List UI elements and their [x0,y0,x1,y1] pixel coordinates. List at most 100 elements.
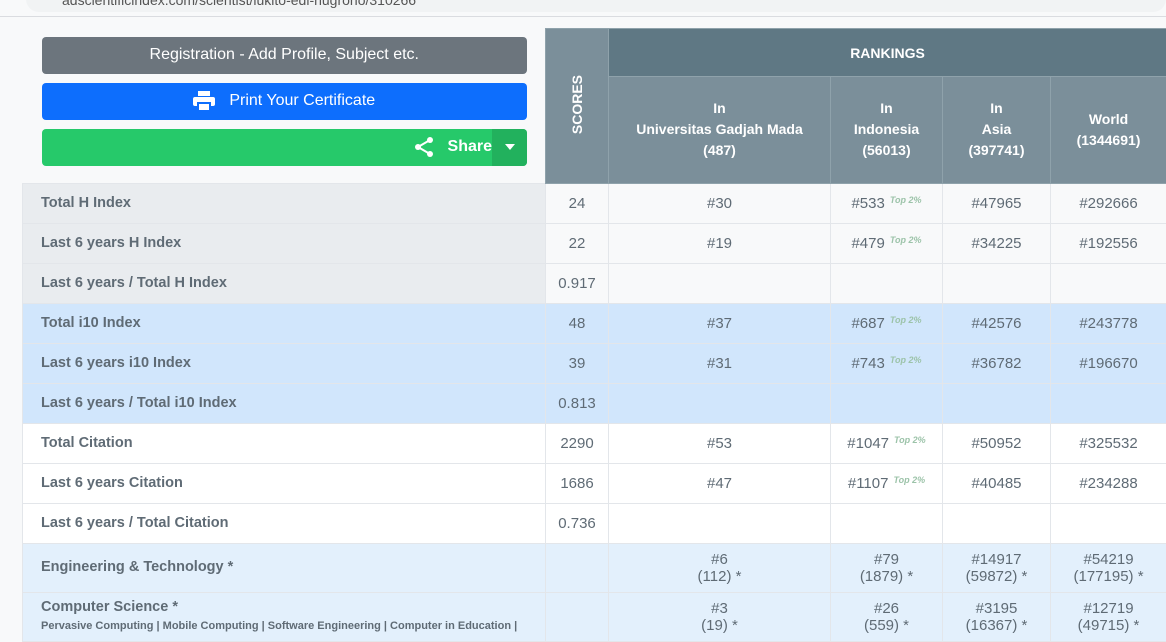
rank-cell: #192556 [1051,223,1166,263]
top-badge: Top 2% [890,315,922,325]
score: 0.736 [546,503,609,543]
rank-cell [1051,263,1166,303]
score: 48 [546,303,609,343]
rank-cell: #47 [609,463,831,503]
metric-label: Last 6 years / Total i10 Index [23,383,546,423]
caret-down-icon [505,144,515,150]
rankings-table: Registration - Add Profile, Subject etc.… [22,28,1166,642]
score: 0.813 [546,383,609,423]
rank-cell: #243778 [1051,303,1166,343]
share-button[interactable]: Share [42,129,528,166]
rank-cell [609,263,831,303]
metric-label: Total i10 Index [23,303,546,343]
rank-cell [831,263,943,303]
top-badge: Top 2% [890,355,922,365]
rank-cell [609,383,831,423]
rankings-header: RANKINGS [609,29,1166,77]
subject-label: Computer Science *Pervasive Computing | … [23,592,546,641]
score: 24 [546,183,609,223]
rank-cell [943,263,1051,303]
top-badge: Top 2% [893,475,925,485]
score: 39 [546,343,609,383]
print-label: Print Your Certificate [229,92,375,110]
top-badge: Top 2% [890,235,922,245]
rank-cell: #36782 [943,343,1051,383]
rank-cell [1051,503,1166,543]
rank-cell: #34225 [943,223,1051,263]
top-badge: Top 2% [890,195,922,205]
subject-keywords: Pervasive Computing | Mobile Computing |… [41,618,545,635]
rank-cell: #14917(59872) * [943,543,1051,592]
rank-cell: #196670 [1051,343,1166,383]
metric-label: Total H Index [23,183,546,223]
rank-cell [609,503,831,543]
printer-icon [193,91,215,111]
rank-cell: #325532 [1051,423,1166,463]
rank-cell: #31 [609,343,831,383]
share-label: Share [448,138,492,156]
rank-cell: #292666 [1051,183,1166,223]
subject-row: Computer Science *Pervasive Computing | … [23,592,1166,641]
print-certificate-button[interactable]: Print Your Certificate [42,83,528,120]
rank-cell: #40485 [943,463,1051,503]
metric-label: Last 6 years Citation [23,463,546,503]
score: 0.917 [546,263,609,303]
rank-cell [1051,383,1166,423]
rank-cell: #12719(49715) * [1051,592,1166,641]
url-text: adscientificindex.com/scientist/lukito-e… [62,0,416,8]
rank-cell [943,503,1051,543]
rank-cell: #19 [609,223,831,263]
rank-cell: #6(112) * [609,543,831,592]
rank-cell [831,503,943,543]
metric-label: Last 6 years H Index [23,223,546,263]
subject-row: Engineering & Technology * #6(112) *#79(1… [23,543,1166,592]
subject-label: Engineering & Technology * [23,543,546,592]
top-badge: Top 2% [894,435,926,445]
scores-header: SCORES [546,29,609,184]
rank-cell [943,383,1051,423]
rank-cell: #42576 [943,303,1051,343]
rank-cell: #26(559) * [831,592,943,641]
rank-cell: #234288 [1051,463,1166,503]
rank-cell: #37 [609,303,831,343]
rank-cell: #50952 [943,423,1051,463]
rank-cell: #79(1879) * [831,543,943,592]
address-bar[interactable]: adscientificindex.com/scientist/lukito-e… [26,0,1166,12]
score: 2290 [546,423,609,463]
action-buttons: Registration - Add Profile, Subject etc.… [23,29,546,184]
registration-button[interactable]: Registration - Add Profile, Subject etc. [42,37,528,74]
metric-label: Total Citation [23,423,546,463]
rank-cell: #47965 [943,183,1051,223]
metric-label: Last 6 years / Total H Index [23,263,546,303]
metric-label: Last 6 years / Total Citation [23,503,546,543]
share-dropdown-toggle[interactable] [492,129,527,166]
rank-cell: #53 [609,423,831,463]
score: 1686 [546,463,609,503]
score [546,543,609,592]
metric-label: Last 6 years i10 Index [23,343,546,383]
rank-cell: #3(19) * [609,592,831,641]
divider [0,16,1166,17]
col-world: World(1344691) [1051,77,1166,183]
share-icon [414,137,434,157]
rank-cell [831,383,943,423]
registration-label: Registration - Add Profile, Subject etc. [150,46,419,64]
score: 22 [546,223,609,263]
